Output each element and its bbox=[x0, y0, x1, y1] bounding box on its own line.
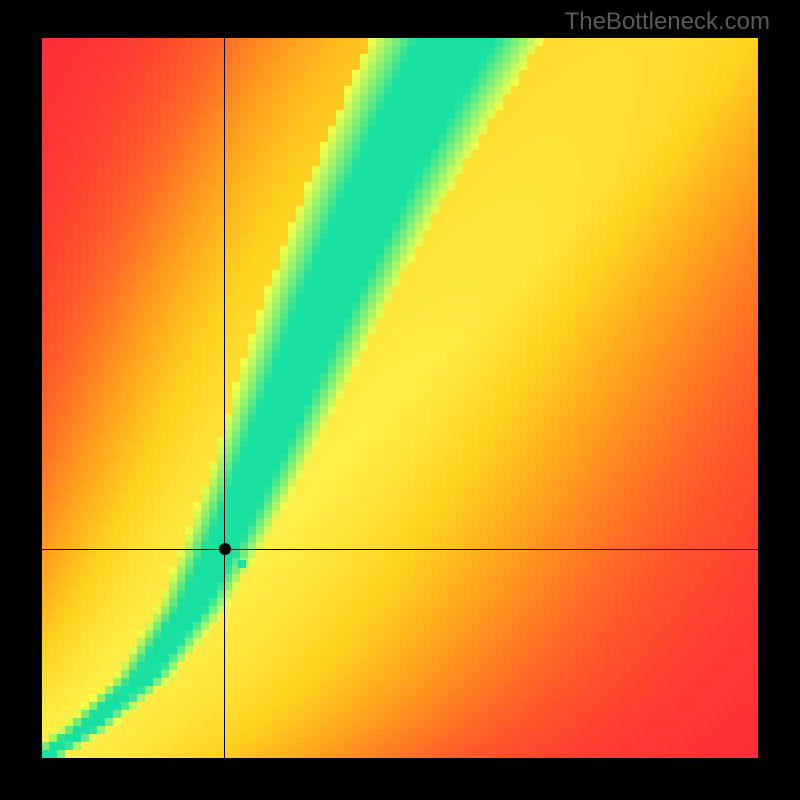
bottleneck-heatmap bbox=[42, 38, 758, 758]
crosshair-horizontal bbox=[42, 549, 758, 550]
watermark-text: TheBottleneck.com bbox=[565, 8, 770, 36]
marker-dot bbox=[219, 543, 231, 555]
crosshair-vertical bbox=[224, 38, 225, 758]
